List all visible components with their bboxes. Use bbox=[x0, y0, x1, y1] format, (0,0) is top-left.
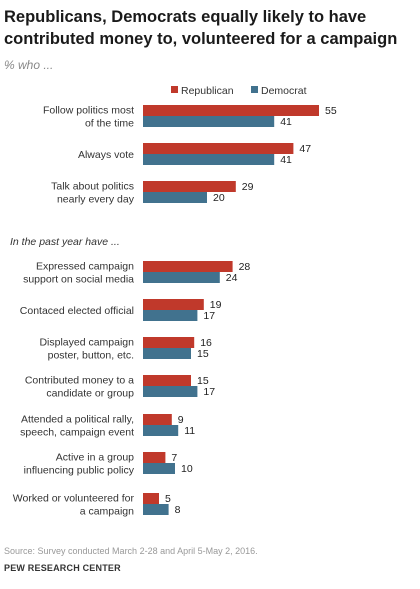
value-label-republican: 47 bbox=[299, 143, 311, 155]
bar-republican bbox=[143, 452, 166, 463]
category-label: a campaign bbox=[80, 506, 134, 518]
value-label-republican: 5 bbox=[165, 493, 171, 505]
value-label-democrat: 17 bbox=[203, 310, 215, 322]
legend: Republican Democrat bbox=[171, 85, 307, 97]
legend-swatch-republican bbox=[171, 86, 178, 93]
category-label: Displayed campaign bbox=[39, 337, 134, 349]
category-label: Follow politics most bbox=[43, 105, 134, 117]
bar-republican bbox=[143, 105, 319, 116]
bar-democrat bbox=[143, 154, 275, 165]
category-label: Worked or volunteered for bbox=[13, 493, 135, 505]
category-label: influencing public policy bbox=[24, 465, 135, 477]
category-label: support on social media bbox=[23, 274, 134, 286]
bar-republican bbox=[143, 493, 159, 504]
category-label: Contaced elected official bbox=[20, 305, 134, 317]
value-label-democrat: 41 bbox=[280, 116, 292, 128]
legend-swatch-democrat bbox=[251, 86, 258, 93]
value-label-republican: 16 bbox=[200, 337, 212, 349]
value-label-republican: 19 bbox=[210, 299, 222, 311]
category-label: Always vote bbox=[78, 149, 134, 161]
bar-democrat bbox=[143, 386, 198, 397]
bar-democrat bbox=[143, 272, 220, 283]
value-label-democrat: 24 bbox=[226, 272, 238, 284]
category-label: Expressed campaign bbox=[36, 261, 134, 273]
bar-democrat bbox=[143, 425, 179, 436]
chart-subtitle: % who ... bbox=[4, 58, 54, 72]
value-label-republican: 55 bbox=[325, 105, 337, 117]
value-label-democrat: 17 bbox=[203, 386, 215, 398]
legend-label-republican: Republican bbox=[181, 85, 234, 97]
value-label-democrat: 41 bbox=[280, 154, 292, 166]
value-label-democrat: 20 bbox=[213, 192, 225, 204]
category-label: poster, button, etc. bbox=[48, 350, 134, 362]
chart-title: Republicans, Democrats equally likely to… bbox=[4, 8, 398, 48]
category-label: nearly every day bbox=[57, 194, 135, 206]
credit: PEW RESEARCH CENTER bbox=[4, 563, 121, 573]
category-label: candidate or group bbox=[46, 388, 134, 400]
bar-republican bbox=[143, 261, 233, 272]
value-label-republican: 15 bbox=[197, 375, 209, 387]
value-label-democrat: 15 bbox=[197, 348, 209, 360]
bar-republican bbox=[143, 375, 191, 386]
bar-republican bbox=[143, 143, 294, 154]
bar-democrat bbox=[143, 310, 198, 321]
bar-republican bbox=[143, 337, 195, 348]
bar-democrat bbox=[143, 116, 275, 127]
category-label: Attended a political rally, bbox=[21, 414, 134, 426]
section-label: In the past year have ... bbox=[10, 236, 120, 248]
value-label-republican: 28 bbox=[239, 261, 251, 273]
value-label-democrat: 8 bbox=[175, 504, 181, 516]
legend-label-democrat: Democrat bbox=[261, 85, 307, 97]
value-label-republican: 9 bbox=[178, 414, 184, 426]
category-label: Talk about politics bbox=[51, 181, 134, 193]
value-label-republican: 29 bbox=[242, 181, 254, 193]
bar-republican bbox=[143, 181, 236, 192]
bar-democrat bbox=[143, 463, 175, 474]
category-label: Contributed money to a bbox=[25, 375, 134, 387]
value-label-democrat: 11 bbox=[184, 425, 195, 437]
source-note: Source: Survey conducted March 2-28 and … bbox=[4, 546, 258, 556]
value-label-republican: 7 bbox=[171, 452, 177, 464]
value-label-democrat: 10 bbox=[181, 463, 193, 475]
bar-democrat bbox=[143, 192, 207, 203]
bar-republican bbox=[143, 414, 172, 425]
category-label: Active in a group bbox=[56, 452, 134, 464]
bar-democrat bbox=[143, 504, 169, 515]
bar-republican bbox=[143, 299, 204, 310]
category-label: of the time bbox=[85, 118, 134, 130]
bar-democrat bbox=[143, 348, 191, 359]
category-label: speech, campaign event bbox=[20, 427, 134, 439]
